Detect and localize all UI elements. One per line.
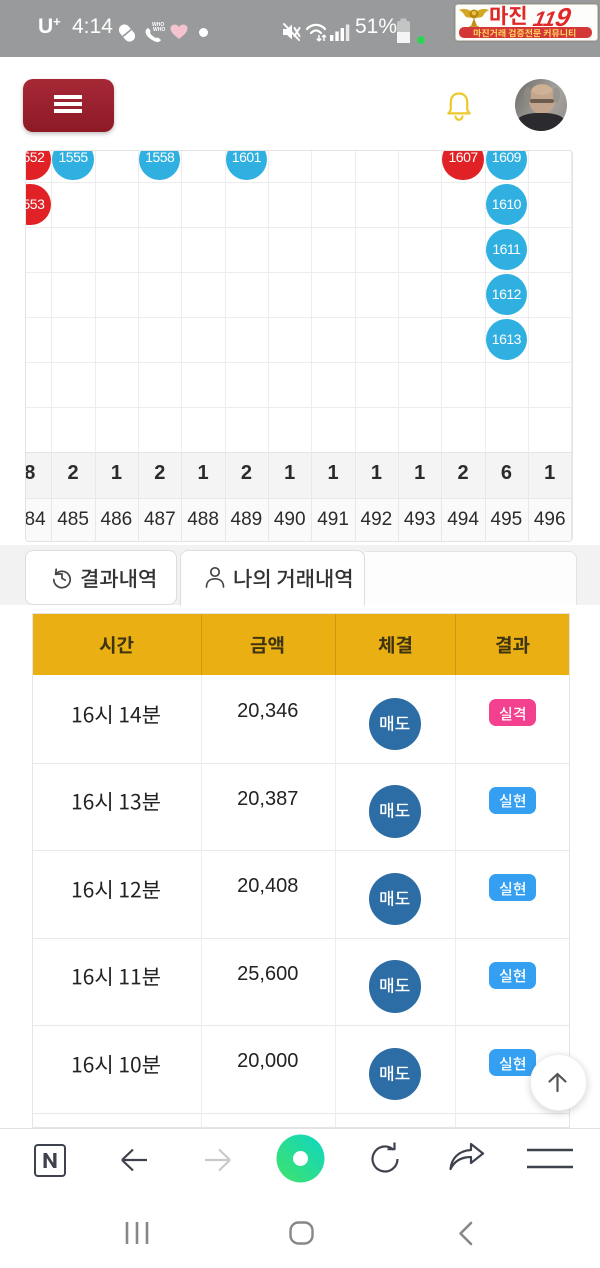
svg-text:WHO: WHO	[152, 22, 164, 28]
svg-text:WHO: WHO	[153, 27, 165, 33]
